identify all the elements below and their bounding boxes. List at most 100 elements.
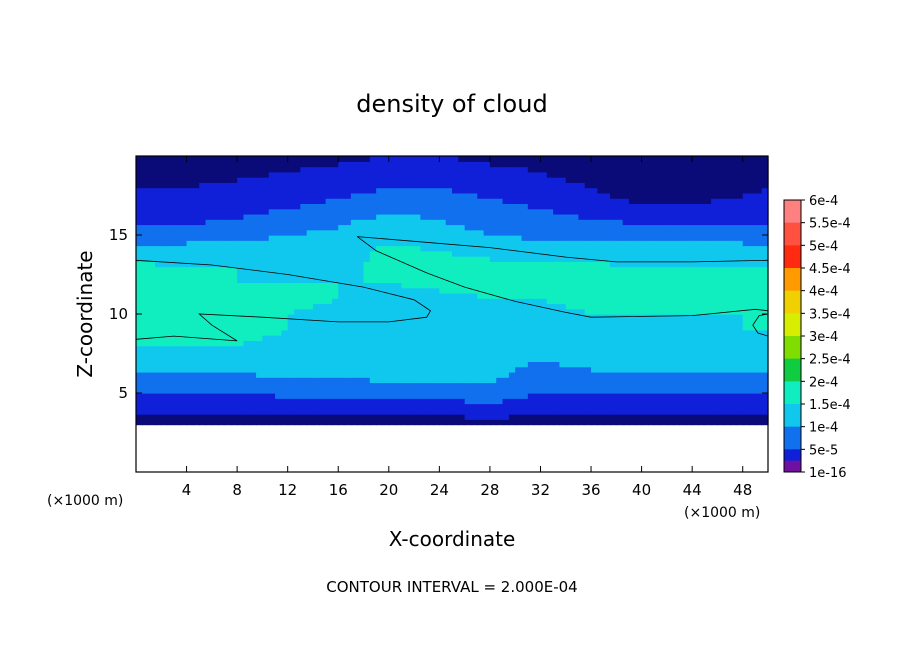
field-cell <box>211 203 219 210</box>
field-cell <box>281 393 289 399</box>
field-cell <box>452 282 459 289</box>
field-cell <box>483 208 491 215</box>
field-cell <box>433 319 440 326</box>
field-cell <box>685 277 693 283</box>
field-cell <box>205 171 213 178</box>
field-cell <box>312 366 320 373</box>
field-cell <box>167 324 175 331</box>
field-cell <box>477 371 485 378</box>
field-cell <box>363 377 371 384</box>
field-cell <box>578 403 586 410</box>
field-cell <box>300 171 308 178</box>
field-cell <box>350 245 358 252</box>
field-cell <box>654 314 662 320</box>
field-cell <box>666 292 674 299</box>
field-cell <box>591 387 598 394</box>
field-cell <box>553 224 561 231</box>
field-cell <box>319 282 327 289</box>
field-cell <box>161 292 169 299</box>
field-cell <box>319 245 327 252</box>
field-cell <box>344 419 352 426</box>
field-cell <box>628 335 636 341</box>
field-cell <box>439 408 447 415</box>
field-cell <box>148 277 156 283</box>
field-cell <box>502 408 510 415</box>
field-cell <box>287 208 295 215</box>
field-cell <box>673 303 681 310</box>
field-cell <box>180 245 188 252</box>
field-cell <box>230 292 238 299</box>
field-cell <box>262 224 270 231</box>
field-cell <box>730 303 737 310</box>
field-cell <box>224 208 232 215</box>
field-cell <box>527 314 535 320</box>
field-cell <box>502 187 510 194</box>
field-cell <box>546 240 554 247</box>
field-cell <box>711 340 719 347</box>
field-cell <box>591 219 598 226</box>
field-cell <box>407 282 415 289</box>
field-cell <box>312 335 320 341</box>
field-cell <box>414 414 421 420</box>
field-cell <box>742 287 750 294</box>
field-cell <box>350 192 358 199</box>
field-cell <box>546 408 554 415</box>
field-cell <box>199 229 207 236</box>
field-cell <box>641 408 649 415</box>
field-cell <box>698 340 706 347</box>
field-cell <box>338 393 346 399</box>
field-cell <box>711 324 719 331</box>
field-cell <box>679 229 687 236</box>
field-cell <box>350 240 358 247</box>
field-cell <box>325 240 333 247</box>
field-cell <box>698 203 706 210</box>
field-cell <box>369 213 377 220</box>
field-cell <box>205 213 213 220</box>
field-cell <box>761 356 769 362</box>
field-cell <box>294 229 301 236</box>
field-cell <box>350 261 358 268</box>
field-cell <box>628 403 636 410</box>
field-cell <box>363 345 371 352</box>
field-cell <box>704 198 712 204</box>
field-cell <box>603 203 611 210</box>
field-cell <box>685 161 693 168</box>
field-cell <box>363 256 371 262</box>
field-cell <box>597 266 605 273</box>
field-cell <box>584 382 592 389</box>
field-cell <box>369 198 377 204</box>
field-cell <box>749 177 756 183</box>
field-cell <box>730 161 737 168</box>
field-cell <box>730 198 737 204</box>
field-cell <box>749 335 756 341</box>
field-cell <box>306 387 314 394</box>
field-cell <box>237 398 245 405</box>
field-cell <box>433 245 440 252</box>
field-cell <box>312 213 320 220</box>
field-cell <box>180 403 188 410</box>
field-cell <box>218 213 226 220</box>
field-cell <box>559 166 567 173</box>
field-cell <box>414 198 421 204</box>
field-cell <box>376 314 384 320</box>
field-cell <box>142 282 150 289</box>
field-cell <box>281 361 289 368</box>
field-cell <box>268 393 276 399</box>
field-cell <box>268 166 276 173</box>
field-cell <box>388 371 396 378</box>
field-cell <box>262 324 270 331</box>
field-cell <box>489 398 497 405</box>
field-cell <box>660 219 668 226</box>
field-cell <box>736 361 744 368</box>
field-cell <box>331 171 339 178</box>
field-cell <box>730 245 737 252</box>
field-cell <box>452 235 459 241</box>
field-cell <box>477 177 485 183</box>
field-cell <box>167 377 175 384</box>
field-cell <box>388 403 396 410</box>
field-cell <box>426 287 434 294</box>
field-cell <box>470 382 478 389</box>
field-cell <box>692 292 700 299</box>
field-cell <box>401 414 409 420</box>
field-cell <box>553 414 561 420</box>
